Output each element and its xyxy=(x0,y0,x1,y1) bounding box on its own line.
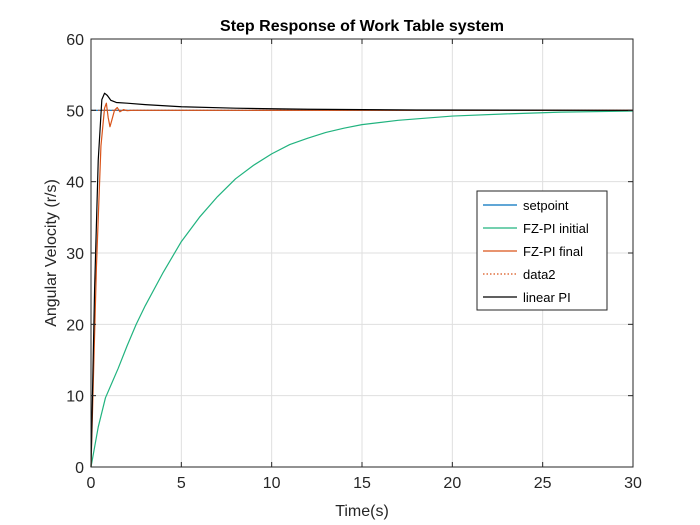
y-tick-label: 0 xyxy=(75,460,84,477)
y-tick-label: 40 xyxy=(66,175,84,192)
x-tick-label: 0 xyxy=(87,475,96,492)
y-tick-label: 10 xyxy=(66,389,84,406)
legend: setpoint FZ-PI initial FZ-PI final data2 lin… xyxy=(476,190,608,311)
chart-title: Step Response of Work Table system xyxy=(220,18,504,35)
legend-entry: FZ-PI initial xyxy=(523,221,589,236)
series-layer xyxy=(90,92,634,468)
y-tick-label: 30 xyxy=(66,246,84,263)
y-tick-label: 60 xyxy=(66,32,84,49)
y-tick-label: 50 xyxy=(66,103,84,120)
series-line-linear-pi xyxy=(90,92,634,468)
x-tick-label: 20 xyxy=(443,475,461,492)
legend-entry: setpoint xyxy=(523,198,569,213)
legend-entry: linear PI xyxy=(523,290,571,305)
legend-entry: FZ-PI final xyxy=(523,244,583,259)
y-tick-label: 20 xyxy=(66,317,84,334)
x-tick-label: 30 xyxy=(624,475,642,492)
legend-entry: data2 xyxy=(523,267,556,282)
x-tick-label: 5 xyxy=(177,475,186,492)
x-tick-label: 15 xyxy=(353,475,371,492)
series-line-fz-pi-initial xyxy=(90,110,634,468)
series-line-fz-pi-final xyxy=(90,102,633,468)
x-tick-label: 25 xyxy=(534,475,552,492)
y-axis-label: Angular Velocity (r/s) xyxy=(43,179,60,327)
axis-ticks: 0 5 10 15 20 25 30 0 10 20 30 40 50 60 xyxy=(66,32,642,492)
x-axis-label: Time(s) xyxy=(335,503,389,520)
x-tick-label: 10 xyxy=(263,475,281,492)
